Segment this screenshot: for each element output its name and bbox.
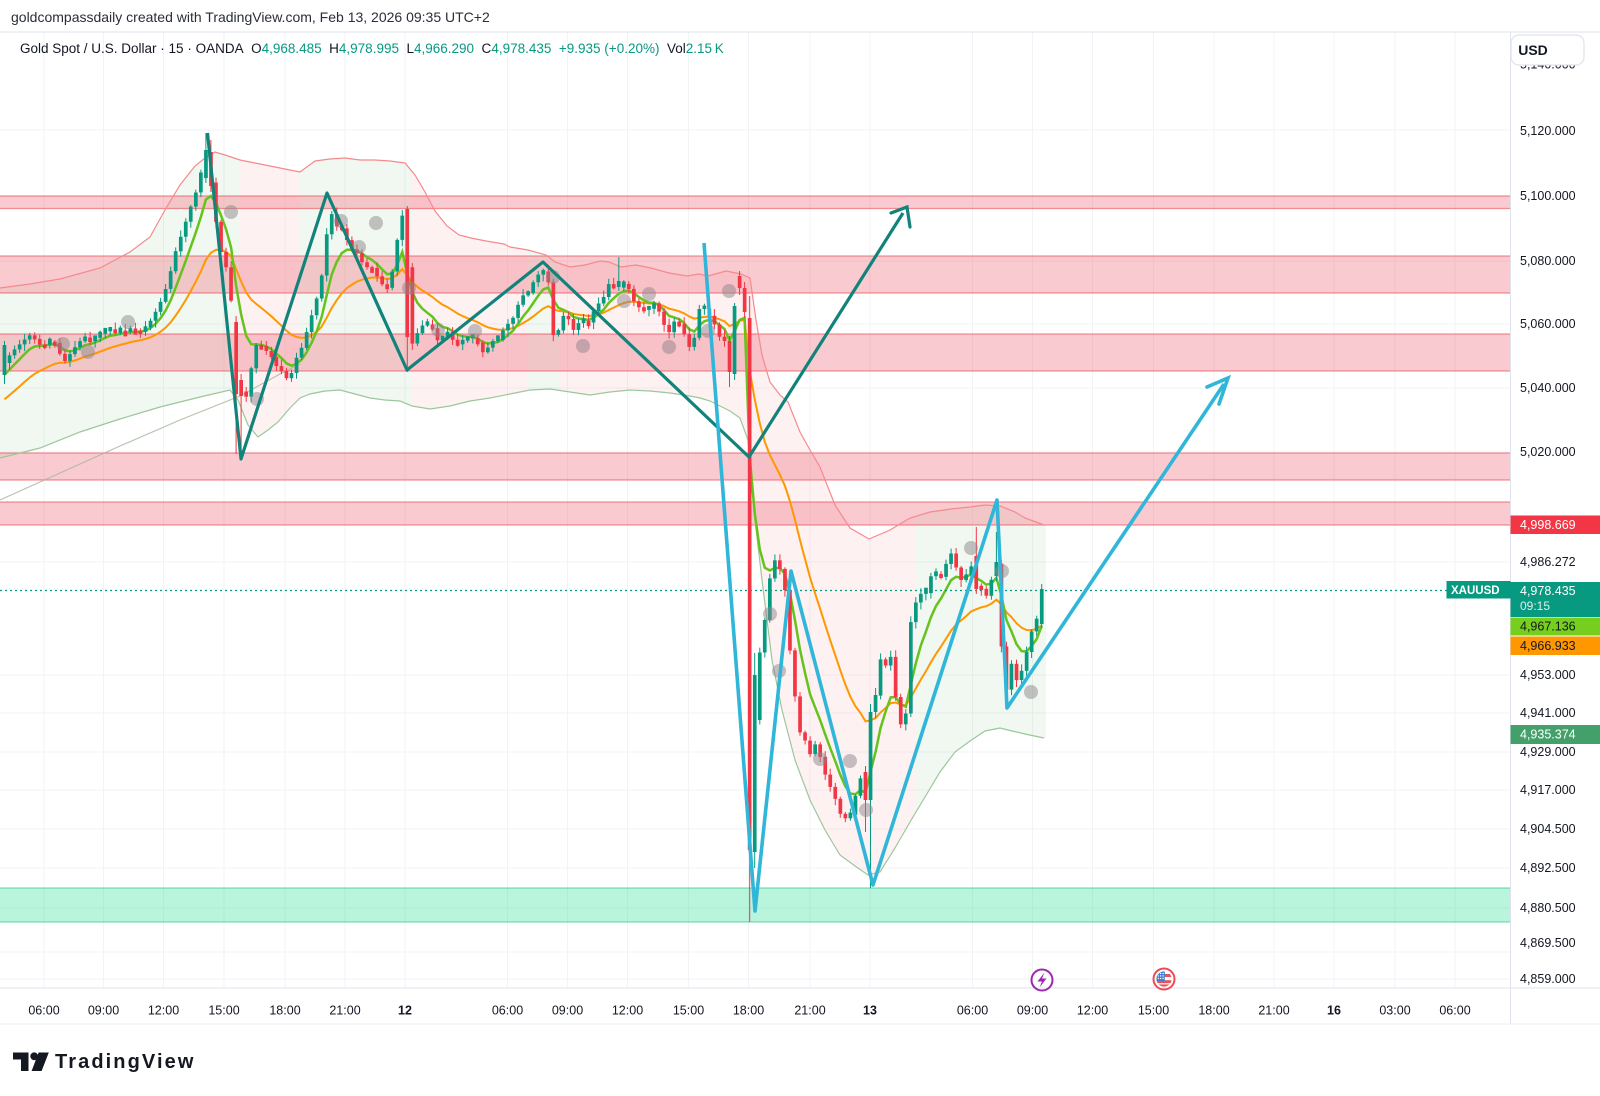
svg-text:12:00: 12:00 [1077, 1004, 1108, 1018]
svg-text:USD: USD [1518, 42, 1548, 58]
svg-text:4,966.933: 4,966.933 [1520, 639, 1576, 653]
svg-text:XAUUSD: XAUUSD [1451, 585, 1500, 597]
svg-text:12:00: 12:00 [612, 1004, 643, 1018]
svg-text:15:00: 15:00 [208, 1004, 239, 1018]
svg-text:5,120.000: 5,120.000 [1520, 124, 1576, 138]
svg-text:4,953.000: 4,953.000 [1520, 668, 1576, 682]
svg-text:5,100.000: 5,100.000 [1520, 189, 1576, 203]
svg-text:4,892.500: 4,892.500 [1520, 861, 1576, 875]
svg-text:18:00: 18:00 [1198, 1004, 1229, 1018]
svg-text:5,020.000: 5,020.000 [1520, 445, 1576, 459]
svg-text:21:00: 21:00 [329, 1004, 360, 1018]
svg-text:4,978.435: 4,978.435 [1520, 584, 1576, 598]
svg-text:18:00: 18:00 [733, 1004, 764, 1018]
svg-text:4,929.000: 4,929.000 [1520, 745, 1576, 759]
svg-text:09:00: 09:00 [552, 1004, 583, 1018]
svg-text:4,941.000: 4,941.000 [1520, 706, 1576, 720]
svg-text:4,869.500: 4,869.500 [1520, 936, 1576, 950]
svg-text:4,880.500: 4,880.500 [1520, 901, 1576, 915]
svg-text:16: 16 [1327, 1004, 1341, 1018]
svg-text:09:15: 09:15 [1520, 599, 1550, 613]
svg-text:goldcompassdaily created with: goldcompassdaily created with TradingVie… [11, 9, 490, 25]
svg-text:21:00: 21:00 [794, 1004, 825, 1018]
svg-text:4,935.374: 4,935.374 [1520, 728, 1576, 742]
svg-text:06:00: 06:00 [957, 1004, 988, 1018]
svg-text:06:00: 06:00 [492, 1004, 523, 1018]
svg-text:4,967.136: 4,967.136 [1520, 620, 1576, 634]
svg-text:06:00: 06:00 [1439, 1004, 1470, 1018]
svg-text:21:00: 21:00 [1258, 1004, 1289, 1018]
svg-text:12:00: 12:00 [148, 1004, 179, 1018]
svg-text:13: 13 [863, 1004, 877, 1018]
svg-text:5,060.000: 5,060.000 [1520, 317, 1576, 331]
svg-text:5,040.000: 5,040.000 [1520, 381, 1576, 395]
svg-text:15:00: 15:00 [673, 1004, 704, 1018]
svg-text:15:00: 15:00 [1138, 1004, 1169, 1018]
svg-text:4,859.000: 4,859.000 [1520, 972, 1576, 986]
svg-text:TradingView: TradingView [55, 1051, 196, 1073]
svg-text:Gold Spot / U.S. Dollar · 15 ·: Gold Spot / U.S. Dollar · 15 · OANDA O4,… [20, 41, 724, 56]
svg-text:03:00: 03:00 [1379, 1004, 1410, 1018]
svg-text:4,998.669: 4,998.669 [1520, 518, 1576, 532]
svg-text:18:00: 18:00 [269, 1004, 300, 1018]
svg-text:4,904.500: 4,904.500 [1520, 822, 1576, 836]
svg-text:06:00: 06:00 [28, 1004, 59, 1018]
svg-text:12: 12 [398, 1004, 412, 1018]
svg-text:4,986.272: 4,986.272 [1520, 555, 1576, 569]
svg-text:09:00: 09:00 [88, 1004, 119, 1018]
svg-text:4,917.000: 4,917.000 [1520, 783, 1576, 797]
svg-text:09:00: 09:00 [1017, 1004, 1048, 1018]
svg-text:5,080.000: 5,080.000 [1520, 254, 1576, 268]
